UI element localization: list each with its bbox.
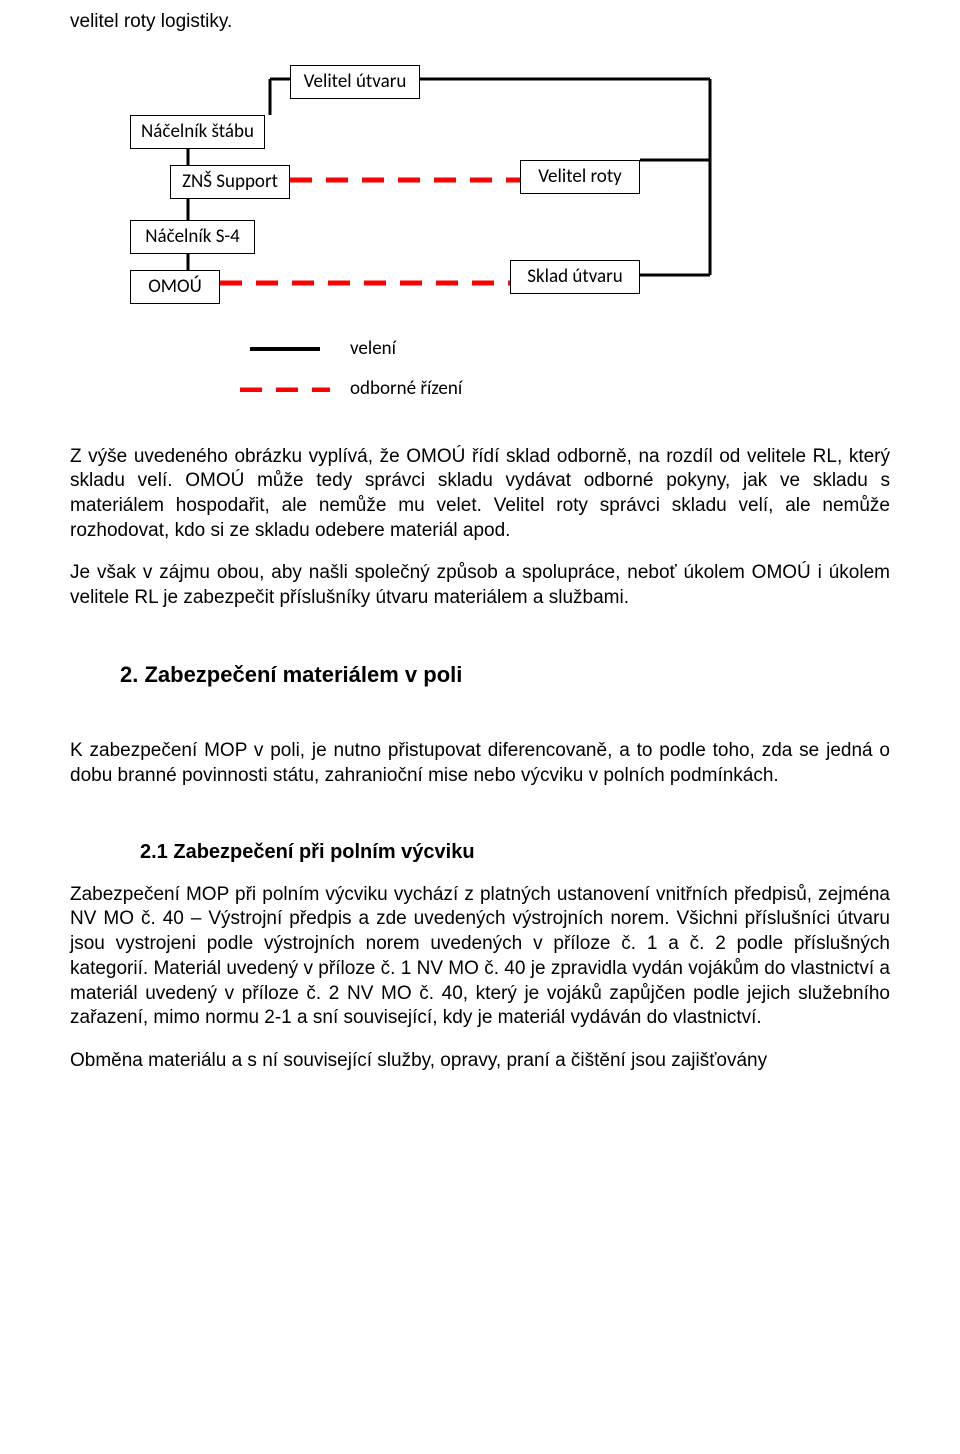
org-diagram: Velitel útvaru Náčelník štábu ZNŠ Suppor… — [130, 65, 770, 405]
legend-solid-label: velení — [350, 337, 396, 362]
paragraph-5: Obměna materiálu a s ní související služ… — [70, 1049, 890, 1074]
node-velitel-roty: Velitel roty — [520, 160, 640, 195]
paragraph-4: Zabezpečení MOP při polním výcviku vychá… — [70, 883, 890, 1031]
node-nacelnik-s4: Náčelník S-4 — [130, 220, 255, 255]
node-velitel-utvaru: Velitel útvaru — [290, 65, 420, 100]
node-nacelnik-stabu: Náčelník štábu — [130, 115, 265, 150]
heading-2: 2. Zabezpečení materiálem v poli — [120, 661, 890, 690]
node-omou: OMOÚ — [130, 270, 220, 305]
node-sklad-utvaru: Sklad útvaru — [510, 260, 640, 295]
legend-dashed-label: odborné řízení — [350, 377, 462, 402]
legend-solid-sample — [250, 347, 320, 351]
paragraph-1: Z výše uvedeného obrázku vyplívá, že OMO… — [70, 445, 890, 544]
node-zns-support: ZNŠ Support — [170, 165, 290, 200]
page-intro-line: velitel roty logistiky. — [70, 10, 890, 35]
heading-2-1: 2.1 Zabezpečení při polním výcviku — [140, 839, 890, 865]
legend-dashed-sample — [240, 387, 330, 392]
paragraph-2: Je však v zájmu obou, aby našli společný… — [70, 561, 890, 610]
paragraph-3: K zabezpečení MOP v poli, je nutno přist… — [70, 739, 890, 788]
